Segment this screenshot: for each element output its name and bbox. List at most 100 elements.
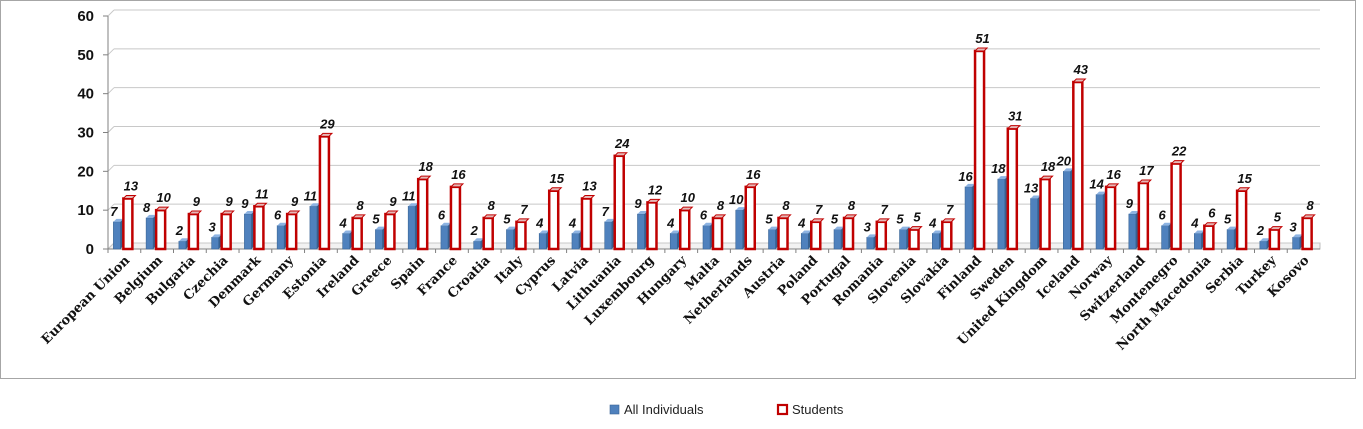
data-label-students: 18 (1041, 159, 1056, 174)
bar-top-students (285, 210, 301, 215)
bar-all-individuals (309, 205, 318, 250)
data-label-students: 8 (488, 198, 496, 213)
bar-top-all-individuals (834, 226, 845, 230)
bar-students (515, 220, 527, 251)
bar-students (220, 212, 232, 251)
bar-students (253, 205, 265, 251)
data-label-students: 24 (614, 136, 630, 151)
bar-top-students (548, 187, 563, 192)
bar-all-individuals (538, 233, 547, 250)
bar-top-all-individuals (473, 238, 484, 242)
bar-top-all-individuals (375, 226, 386, 230)
bar-all-individuals (571, 233, 580, 250)
data-label-all-individuals: 5 (1224, 212, 1232, 227)
data-label-all-individuals: 7 (110, 204, 118, 219)
bar-top-all-individuals (703, 222, 713, 226)
bar-students (384, 212, 396, 251)
bar-top-students (187, 210, 203, 215)
data-label-all-individuals: 14 (1089, 177, 1104, 192)
gridline-depth (107, 48, 115, 56)
bar-students (1170, 162, 1182, 251)
bar-students (1072, 80, 1084, 251)
data-label-all-individuals: 2 (470, 223, 479, 238)
bar-top-students (416, 175, 432, 180)
bar-top-students (810, 218, 825, 223)
data-label-students: 43 (1073, 62, 1089, 77)
bar-top-students (482, 214, 497, 219)
bar-top-all-individuals (309, 203, 320, 207)
data-label-students: 8 (717, 198, 725, 213)
data-label-students: 5 (1274, 210, 1282, 225)
bar-top-all-individuals (866, 234, 877, 238)
bar-top-students (941, 218, 956, 223)
bar-all-individuals (1194, 233, 1202, 250)
data-label-all-individuals: 5 (503, 212, 511, 227)
data-label-students: 10 (681, 190, 696, 205)
bar-top-students (973, 47, 989, 52)
bar-students (842, 216, 855, 251)
bar-all-individuals (1063, 171, 1071, 250)
bar-top-all-individuals (277, 222, 288, 226)
bar-top-students (253, 202, 268, 207)
bar-students (416, 177, 429, 251)
data-label-all-individuals: 11 (304, 188, 318, 203)
bar-top-all-individuals (1194, 230, 1205, 234)
bar-top-students (1006, 125, 1022, 130)
bar-top-all-individuals (1063, 168, 1074, 172)
bar-all-individuals (178, 240, 187, 250)
data-label-all-individuals: 5 (896, 212, 904, 227)
gridline-depth (107, 203, 115, 211)
y-tick-label: 50 (77, 47, 94, 64)
y-tick-label: 0 (86, 241, 94, 258)
data-label-all-individuals: 5 (765, 212, 773, 227)
bar-students (1006, 127, 1019, 251)
data-label-all-individuals: 9 (241, 196, 249, 211)
bar-top-students (1268, 226, 1284, 231)
bar-all-individuals (800, 233, 809, 250)
bar-all-individuals (1030, 198, 1038, 250)
data-label-all-individuals: 7 (602, 204, 610, 219)
data-label-students: 12 (648, 182, 663, 197)
bar-top-students (1039, 175, 1054, 180)
bar-all-individuals (768, 229, 776, 250)
bar-students (154, 208, 167, 251)
y-tick-label: 40 (77, 86, 94, 103)
data-label-all-individuals: 13 (1024, 181, 1039, 196)
bar-all-individuals (1292, 237, 1300, 250)
bar-top-all-individuals (539, 230, 550, 234)
data-label-students: 8 (1307, 198, 1315, 213)
data-label-all-individuals: 4 (797, 215, 806, 230)
bar-top-all-individuals (637, 211, 648, 215)
bar-top-all-individuals (440, 222, 451, 226)
data-label-students: 16 (1106, 167, 1121, 182)
bar-top-students (1104, 183, 1120, 188)
bar-top-all-individuals (506, 226, 517, 230)
y-tick-label: 60 (77, 8, 94, 25)
bar-top-all-individuals (178, 238, 189, 242)
bar-top-all-individuals (1128, 211, 1139, 215)
data-label-all-individuals: 3 (209, 219, 217, 234)
data-label-all-individuals: 8 (143, 200, 151, 215)
data-label-students: 18 (418, 159, 433, 174)
bar-all-individuals (244, 213, 252, 250)
data-label-students: 9 (226, 194, 234, 209)
bar-students (1268, 228, 1281, 251)
bar-top-students (122, 195, 137, 200)
bar-top-students (1170, 160, 1185, 165)
data-label-students: 16 (451, 167, 466, 182)
data-label-all-individuals: 11 (402, 188, 416, 203)
bar-top-all-individuals (211, 234, 222, 238)
data-label-students: 16 (746, 167, 761, 182)
bar-top-students (646, 198, 661, 203)
bar-all-individuals (931, 233, 940, 250)
data-label-students: 29 (319, 116, 335, 131)
data-label-students: 9 (291, 194, 299, 209)
bar-all-individuals (1095, 194, 1104, 250)
bar-all-individuals (833, 229, 842, 250)
bar-students (122, 197, 134, 251)
bar-students (973, 49, 986, 251)
bar-students (318, 135, 331, 251)
bar-all-individuals (407, 205, 416, 250)
legend-label-all-individuals: All Individuals (624, 402, 704, 417)
bar-top-all-individuals (768, 226, 779, 230)
